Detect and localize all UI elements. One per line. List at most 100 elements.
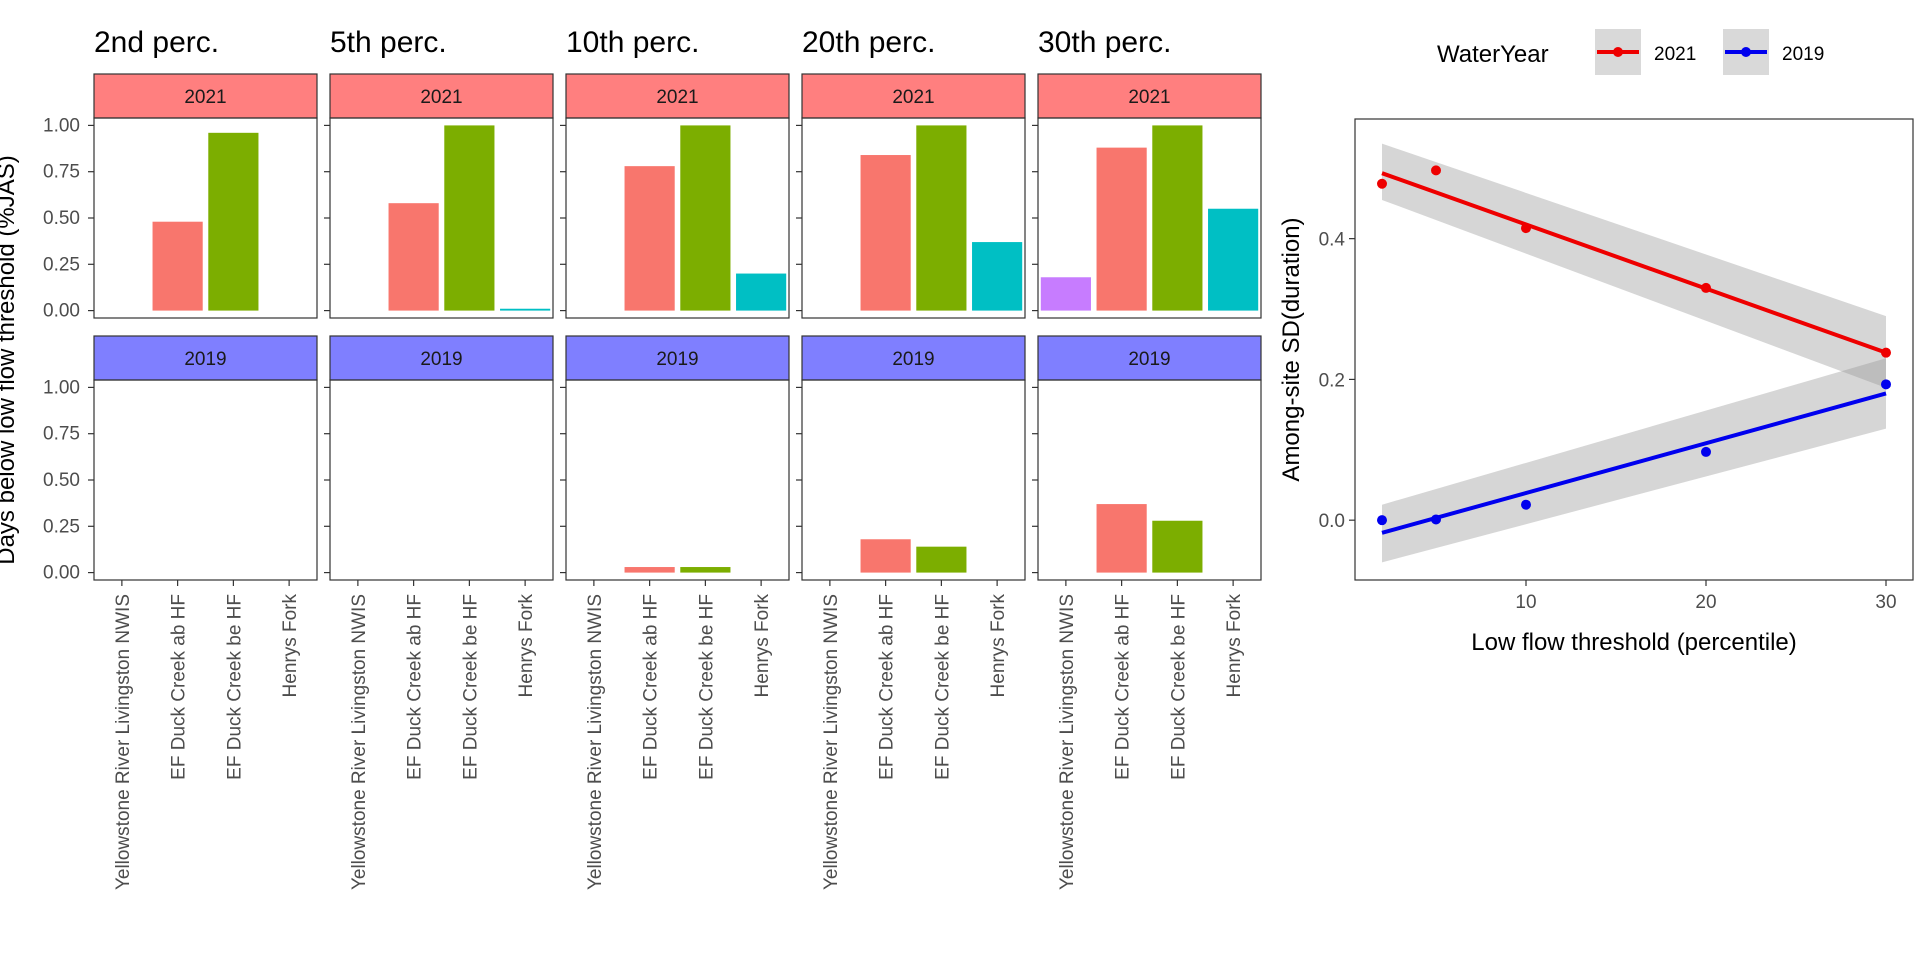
scatter-x-tick-label: 10 bbox=[1515, 592, 1536, 613]
y-tick-label: 0.75 bbox=[43, 424, 80, 445]
x-tick-label: EF Duck Creek ab HF bbox=[405, 594, 426, 780]
bar-3-2021-2 bbox=[624, 166, 675, 311]
facet-strip-label: 2021 bbox=[184, 87, 226, 108]
fit-line-2021 bbox=[1381, 171, 1887, 355]
bar-4-2019-3 bbox=[916, 546, 967, 573]
panel-border bbox=[1037, 117, 1262, 319]
x-tick-label: Yellowstone River Livingston NWIS bbox=[113, 594, 134, 890]
facet-strip-label: 2021 bbox=[420, 87, 462, 108]
y-tick-label: 1.00 bbox=[43, 377, 80, 398]
legend-key-point-2019 bbox=[1741, 47, 1751, 57]
legend-label-2019: 2019 bbox=[1782, 44, 1824, 65]
data-point-2021 bbox=[1881, 347, 1891, 358]
fit-line-2019 bbox=[1381, 391, 1887, 535]
facet-strip-2021 bbox=[93, 73, 318, 119]
panel-title-2: 5th perc. bbox=[330, 26, 447, 59]
x-tick-label: EF Duck Creek be HF bbox=[932, 594, 953, 780]
y-tick-label: 0.50 bbox=[43, 208, 80, 229]
panel-border bbox=[329, 117, 554, 319]
bar-2-2021-2 bbox=[388, 203, 439, 311]
bar-4-2019-2 bbox=[860, 539, 911, 573]
bar-2-2021-4 bbox=[500, 308, 551, 311]
panel-border bbox=[801, 379, 1026, 581]
scatter-y-axis-title: Among-site SD(duration) bbox=[1278, 217, 1305, 481]
legend-title: WaterYear bbox=[1437, 41, 1549, 68]
bar-4-2021-4 bbox=[972, 242, 1023, 311]
x-tick-label: EF Duck Creek ab HF bbox=[1113, 594, 1134, 780]
bar-5-2021-3 bbox=[1152, 125, 1203, 311]
bar-2-2021-3 bbox=[444, 125, 495, 311]
data-point-2019 bbox=[1377, 515, 1387, 526]
panel-title-5: 30th perc. bbox=[1038, 26, 1171, 59]
panel-title-3: 10th perc. bbox=[566, 26, 699, 59]
bar-5-2021-2 bbox=[1096, 147, 1147, 311]
x-tick-label: Yellowstone River Livingston NWIS bbox=[1057, 594, 1078, 890]
data-point-2021 bbox=[1521, 223, 1531, 234]
data-point-2021 bbox=[1431, 165, 1441, 176]
facet-strip-label: 2019 bbox=[656, 349, 698, 370]
x-tick-label: EF Duck Creek be HF bbox=[696, 594, 717, 780]
panel-border bbox=[93, 379, 318, 581]
data-point-2021 bbox=[1377, 178, 1387, 189]
panel-border bbox=[329, 379, 554, 581]
x-tick-label: Henrys Fork bbox=[516, 594, 537, 698]
facet-strip-label: 2019 bbox=[892, 349, 934, 370]
panel-border bbox=[565, 379, 790, 581]
bar-1-2021-2 bbox=[152, 221, 203, 311]
y-tick-label: 0.00 bbox=[43, 563, 80, 584]
x-tick-label: Yellowstone River Livingston NWIS bbox=[585, 594, 606, 890]
x-tick-label: Henrys Fork bbox=[988, 594, 1009, 698]
x-tick-label: Yellowstone River Livingston NWIS bbox=[349, 594, 370, 890]
scatter-x-tick-label: 20 bbox=[1695, 592, 1716, 613]
y-tick-label: 0.25 bbox=[43, 516, 80, 537]
bar-1-2021-3 bbox=[208, 132, 259, 311]
scatter-panel-border bbox=[1354, 118, 1914, 581]
panel-border bbox=[93, 117, 318, 319]
x-tick-label: EF Duck Creek ab HF bbox=[641, 594, 662, 780]
facet-strip-label: 2019 bbox=[184, 349, 226, 370]
x-tick-label: EF Duck Creek be HF bbox=[1168, 594, 1189, 780]
y-tick-label: 0.50 bbox=[43, 470, 80, 491]
data-point-2019 bbox=[1431, 514, 1441, 525]
bar-3-2021-4 bbox=[736, 273, 787, 311]
facet-strip-label: 2021 bbox=[1128, 87, 1170, 108]
facet-strip-2019 bbox=[1037, 335, 1262, 381]
panel-border bbox=[1037, 379, 1262, 581]
x-tick-label: EF Duck Creek be HF bbox=[224, 594, 245, 780]
facet-strip-2021 bbox=[1037, 73, 1262, 119]
y-tick-label: 0.00 bbox=[43, 301, 80, 322]
y-tick-label: 0.75 bbox=[43, 162, 80, 183]
x-tick-label: EF Duck Creek ab HF bbox=[877, 594, 898, 780]
bar-3-2021-3 bbox=[680, 125, 731, 311]
data-point-2021 bbox=[1701, 282, 1711, 293]
x-tick-label: Henrys Fork bbox=[752, 594, 773, 698]
x-tick-label: Henrys Fork bbox=[1224, 594, 1245, 698]
x-tick-label: EF Duck Creek be HF bbox=[460, 594, 481, 780]
facet-strip-label: 2019 bbox=[420, 349, 462, 370]
scatter-y-tick-label: 0.2 bbox=[1319, 370, 1345, 391]
y-tick-label: 0.25 bbox=[43, 254, 80, 275]
bar-5-2021-1 bbox=[1040, 277, 1091, 311]
bar-4-2021-2 bbox=[860, 155, 911, 311]
bar-4-2021-3 bbox=[916, 125, 967, 311]
bar-5-2019-2 bbox=[1096, 504, 1147, 573]
panel-title-4: 20th perc. bbox=[802, 26, 935, 59]
panel-title-1: 2nd perc. bbox=[94, 26, 219, 59]
scatter-x-tick-label: 30 bbox=[1875, 592, 1896, 613]
x-tick-label: Henrys Fork bbox=[280, 594, 301, 698]
panel-border bbox=[565, 117, 790, 319]
facet-strip-label: 2021 bbox=[656, 87, 698, 108]
y-axis-title: Days below low flow threshold (%JAS) bbox=[0, 155, 20, 565]
bar-3-2019-3 bbox=[680, 567, 731, 573]
data-point-2019 bbox=[1701, 446, 1711, 457]
y-tick-label: 1.00 bbox=[43, 115, 80, 136]
x-tick-label: EF Duck Creek ab HF bbox=[169, 594, 190, 780]
panel-border bbox=[801, 117, 1026, 319]
confidence-band-2021 bbox=[1382, 143, 1886, 388]
facet-strip-label: 2021 bbox=[892, 87, 934, 108]
x-tick-label: Yellowstone River Livingston NWIS bbox=[821, 594, 842, 890]
bar-5-2019-3 bbox=[1152, 520, 1203, 573]
scatter-y-tick-label: 0.0 bbox=[1319, 511, 1345, 532]
